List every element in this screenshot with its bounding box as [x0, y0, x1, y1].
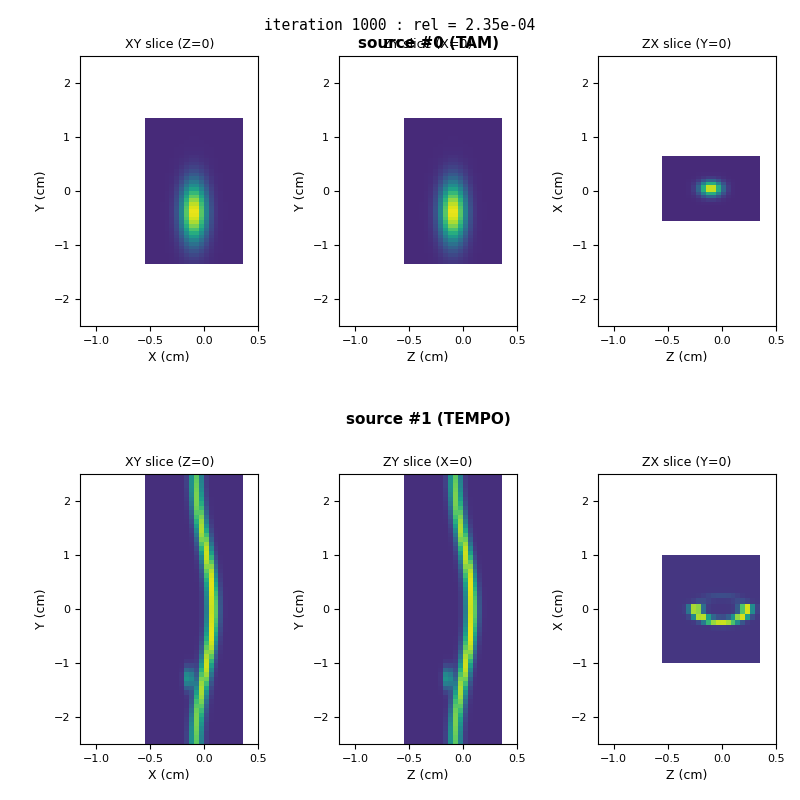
Y-axis label: Y (cm): Y (cm) [35, 170, 48, 211]
X-axis label: Z (cm): Z (cm) [666, 770, 707, 782]
X-axis label: Z (cm): Z (cm) [666, 351, 707, 364]
Text: source #0 (TAM): source #0 (TAM) [358, 36, 498, 51]
Title: ZX slice (Y=0): ZX slice (Y=0) [642, 38, 731, 50]
Title: ZY slice (X=0): ZY slice (X=0) [383, 38, 473, 50]
X-axis label: X (cm): X (cm) [149, 351, 190, 364]
Title: ZX slice (Y=0): ZX slice (Y=0) [642, 456, 731, 469]
Y-axis label: Y (cm): Y (cm) [294, 170, 307, 211]
Text: source #1 (TEMPO): source #1 (TEMPO) [346, 412, 510, 427]
Title: XY slice (Z=0): XY slice (Z=0) [125, 38, 214, 50]
Title: XY slice (Z=0): XY slice (Z=0) [125, 456, 214, 469]
X-axis label: Z (cm): Z (cm) [407, 770, 449, 782]
Title: ZY slice (X=0): ZY slice (X=0) [383, 456, 473, 469]
Text: iteration 1000 : rel = 2.35e-04: iteration 1000 : rel = 2.35e-04 [264, 18, 536, 33]
Y-axis label: X (cm): X (cm) [553, 170, 566, 212]
X-axis label: Z (cm): Z (cm) [407, 351, 449, 364]
Y-axis label: X (cm): X (cm) [553, 588, 566, 630]
Y-axis label: Y (cm): Y (cm) [35, 589, 48, 630]
X-axis label: X (cm): X (cm) [149, 770, 190, 782]
Y-axis label: Y (cm): Y (cm) [294, 589, 307, 630]
